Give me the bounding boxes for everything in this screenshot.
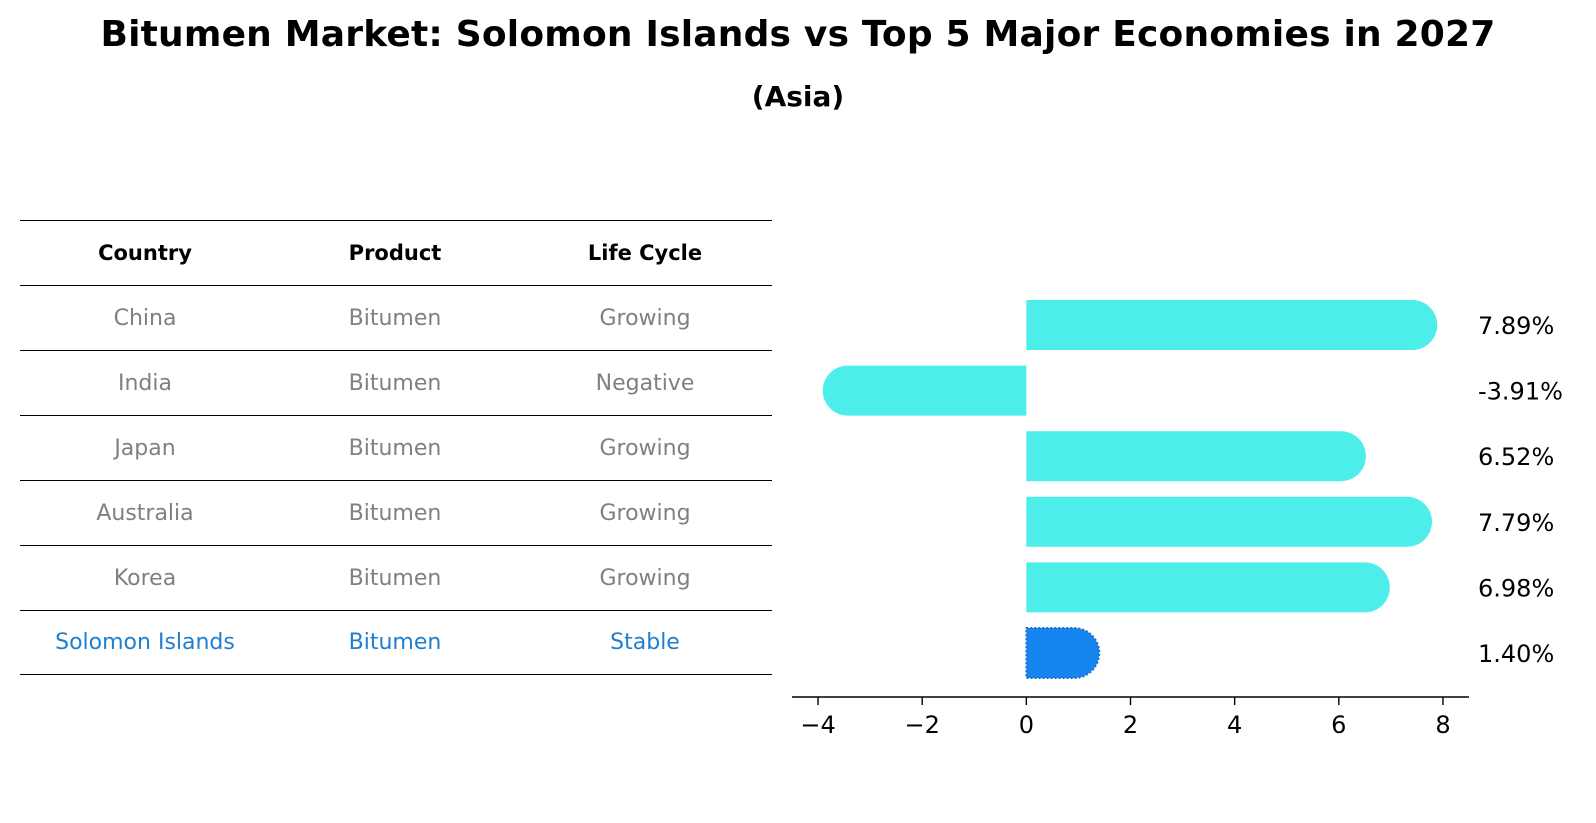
life-cycle-cell: Stable <box>610 630 680 655</box>
product-cell: Bitumen <box>348 500 442 526</box>
x-tick-label: 0 <box>1019 711 1034 739</box>
country-cell: Australia <box>96 500 194 526</box>
x-tick-label: 6 <box>1331 711 1346 739</box>
bar-value-label: 7.89% <box>1478 312 1554 340</box>
country-cell: Solomon Islands <box>55 630 235 655</box>
column-header-country: Country <box>98 241 192 265</box>
bar <box>1026 431 1366 482</box>
x-tick-label: 2 <box>1123 711 1138 739</box>
table-row-highlighted: Solomon Islands Bitumen Stable <box>20 610 772 675</box>
chart-subtitle: (Asia) <box>751 80 845 113</box>
life-cycle-cell: Growing <box>599 435 691 461</box>
bar-value-label: 6.52% <box>1478 443 1554 471</box>
country-cell: India <box>118 370 172 396</box>
x-tick-label: 8 <box>1435 711 1450 739</box>
table-header-row: Country Product Life Cycle <box>20 220 772 285</box>
country-cell: China <box>113 305 177 331</box>
bar-value-label: 1.40% <box>1478 640 1554 668</box>
chart-title: Bitumen Market: Solomon Islands vs Top 5… <box>100 14 1496 55</box>
bar <box>1026 300 1438 350</box>
bar-value-label: 6.98% <box>1478 574 1554 602</box>
table-row: Australia Bitumen Growing <box>20 480 772 545</box>
life-cycle-cell: Negative <box>595 370 695 396</box>
column-header-product: Product <box>348 241 442 265</box>
bar-value-label: -3.91% <box>1478 378 1563 406</box>
product-cell: Bitumen <box>348 435 442 461</box>
product-cell: Bitumen <box>348 305 442 331</box>
bar <box>1026 562 1390 613</box>
x-tick-label: −4 <box>800 711 835 739</box>
table-row: Japan Bitumen Growing <box>20 415 772 480</box>
bar-value-label: 7.79% <box>1478 509 1554 537</box>
x-tick-label: 4 <box>1227 711 1242 739</box>
product-cell: Bitumen <box>348 630 442 655</box>
life-cycle-cell: Growing <box>599 500 691 526</box>
bar-highlighted <box>1025 627 1101 679</box>
table-row: Korea Bitumen Growing <box>20 545 772 610</box>
country-cell: Japan <box>114 435 176 461</box>
product-cell: Bitumen <box>348 370 442 396</box>
comparison-table: Country Product Life Cycle China Bitumen… <box>20 220 772 675</box>
bar <box>1026 496 1433 547</box>
product-cell: Bitumen <box>348 565 442 591</box>
table-row: China Bitumen Growing <box>20 285 772 350</box>
x-tick-label: −2 <box>904 711 939 739</box>
bar <box>822 365 1027 416</box>
table-row: India Bitumen Negative <box>20 350 772 415</box>
country-cell: Korea <box>113 565 177 591</box>
life-cycle-cell: Growing <box>599 565 691 591</box>
column-header-life-cycle: Life Cycle <box>587 241 703 265</box>
life-cycle-cell: Growing <box>599 305 691 331</box>
